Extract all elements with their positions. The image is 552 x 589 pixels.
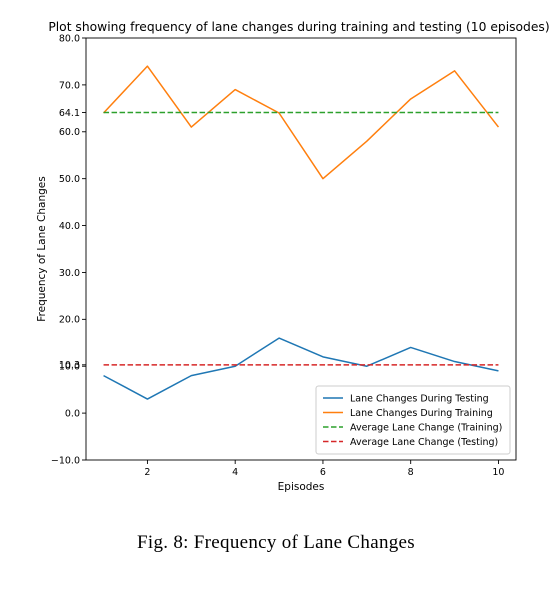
y-tick-label: 10.0 <box>59 362 80 373</box>
legend-entry-label: Average Lane Change (Testing) <box>350 437 498 448</box>
y-tick-label: 30.0 <box>59 268 80 279</box>
legend-entry-label: Average Lane Change (Training) <box>350 422 502 433</box>
x-axis-label: Episodes <box>278 481 325 493</box>
y-axis-label: Frequency of Lane Changes <box>36 176 48 321</box>
chart-title: Plot showing frequency of lane changes d… <box>48 20 549 34</box>
x-tick-label: 4 <box>232 467 238 478</box>
legend-box <box>315 385 511 455</box>
series-line-2 <box>103 65 500 180</box>
figure-caption: Fig. 8: Frequency of Lane Changes <box>137 532 415 553</box>
y-tick-label: 40.0 <box>59 221 80 232</box>
legend-entry-label: Lane Changes During Training <box>350 408 493 419</box>
x-tick-label: 6 <box>320 467 326 478</box>
y-tick-label: 70.0 <box>59 80 80 91</box>
y-tick-label: 10.3 <box>59 360 80 371</box>
x-tick-label: 2 <box>144 467 150 478</box>
y-tick-label: 60.0 <box>59 127 80 138</box>
series-line-1 <box>103 337 499 400</box>
line-chart: Plot showing frequency of lane changes d… <box>36 20 550 493</box>
x-tick-label: 10 <box>492 467 504 478</box>
y-tick-label: 0.0 <box>65 409 80 420</box>
y-tick-label: 80.0 <box>59 33 80 44</box>
x-tick-label: 8 <box>408 467 414 478</box>
y-tick-label: 20.0 <box>59 315 80 326</box>
legend-entry-label: Lane Changes During Testing <box>350 393 489 404</box>
series-layer <box>103 65 500 400</box>
legend: Lane Changes During Testing Lane Changes … <box>315 385 511 455</box>
axes-layer: 2 4 6 8 10 −10.0 0.0 10.010.3 20.0 30.0 40.0 50.0 60… <box>51 33 517 478</box>
plot-frame <box>85 37 517 461</box>
y-tick-label: −10.0 <box>51 455 80 466</box>
y-tick-label: 50.0 <box>59 174 80 185</box>
y-tick-label: 64.1 <box>59 108 80 119</box>
